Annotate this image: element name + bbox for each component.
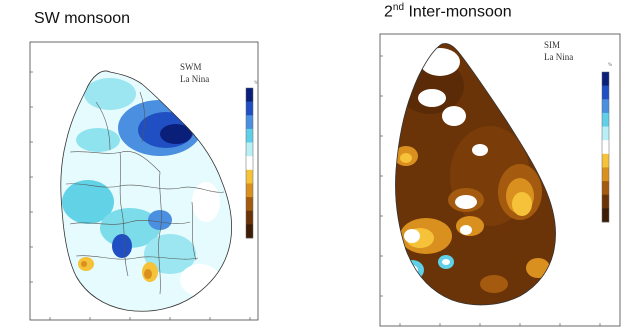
plot-frame <box>29 41 259 321</box>
colorbar-swatch <box>246 169 253 184</box>
colorbar-swatch <box>602 140 609 155</box>
map-panel-swm: SWM La Nina % <box>10 32 280 331</box>
anomaly-field-swm <box>60 70 232 312</box>
colorbar-swatch <box>246 128 253 143</box>
colorbar-frame <box>245 87 254 239</box>
axis-ticks <box>380 55 601 326</box>
colorbar-swatch <box>602 112 609 127</box>
season-label: SIM <box>544 40 560 50</box>
colorbar-swatch <box>602 181 609 196</box>
colorbar-swatch <box>246 156 253 171</box>
colorbar-swatch <box>246 142 253 157</box>
map-panel-sim: SIM La Nina % <box>370 26 632 331</box>
title-ordinal-suffix: nd <box>392 2 405 13</box>
colorbar-swatch <box>602 208 609 223</box>
anomaly-field-sim <box>395 43 556 305</box>
colorbar-swatch <box>602 99 609 114</box>
map-sim-svg: SIM La Nina % <box>379 33 621 327</box>
colorbar-swatch <box>246 101 253 116</box>
island-outline <box>60 70 232 312</box>
colorbar-unit: % <box>254 81 258 86</box>
axis-ticks <box>30 71 251 320</box>
colorbar-swatch <box>246 197 253 212</box>
colorbar-swatch <box>246 183 253 198</box>
colorbar-swatch <box>246 224 253 239</box>
colorbar-swatch <box>602 194 609 209</box>
season-label: SWM <box>180 62 202 72</box>
colorbar-swatch <box>602 167 609 182</box>
colorbar-swatch <box>602 126 609 141</box>
island-outline <box>395 43 556 306</box>
map-swm-svg: SWM La Nina % <box>29 41 259 321</box>
colorbar-swatch <box>602 72 609 86</box>
phase-label: La Nina <box>180 74 209 84</box>
phase-label: La Nina <box>544 52 573 62</box>
title-text: Inter-monsoon <box>404 3 512 21</box>
colorbar-swatch <box>246 115 253 130</box>
colorbar-swm <box>245 87 254 239</box>
title-sw-monsoon: SW monsoon <box>34 10 131 27</box>
plot-frame <box>379 33 621 327</box>
title-second-inter-monsoon: 2nd Inter-monsoon <box>384 2 512 21</box>
colorbar-swatch <box>602 85 609 100</box>
colorbar-unit: % <box>608 63 612 68</box>
colorbar-swatch <box>246 210 253 225</box>
colorbar-sim <box>601 71 610 223</box>
colorbar-swatch <box>246 88 253 102</box>
colorbar-swatch <box>602 153 609 168</box>
title-number: 2 <box>384 3 393 21</box>
colorbar-frame <box>601 71 610 223</box>
